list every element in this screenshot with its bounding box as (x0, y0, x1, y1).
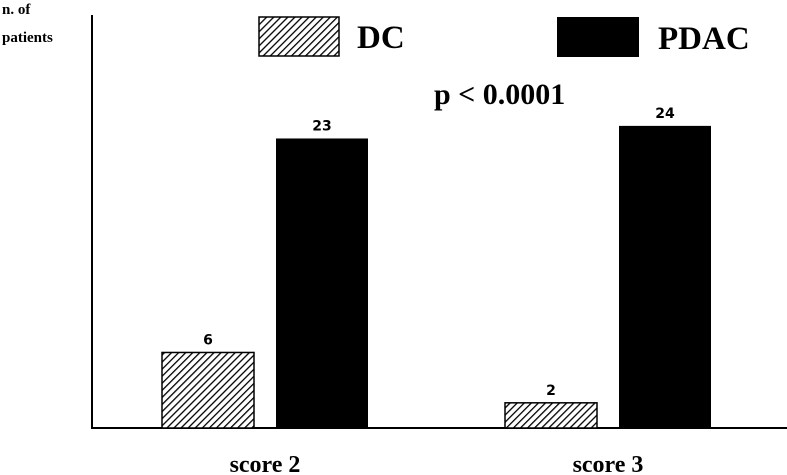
y-axis-label-line1: n. of (2, 2, 31, 18)
bar-pdac-score-3 (619, 125, 711, 428)
p-value-annotation: p < 0.0001 (434, 78, 565, 111)
legend-label-pdac: PDAC (658, 21, 750, 57)
y-axis-label-line2: patients (2, 30, 53, 46)
legend-swatch-dc (258, 16, 340, 57)
category-labels-group: score 2 score 3 (230, 452, 644, 475)
legend-swatch-pdac (557, 17, 639, 57)
legend-label-dc: DC (357, 20, 405, 56)
data-label-dc-score-2: 6 (203, 332, 213, 348)
data-label-pdac-score-3: 24 (655, 106, 675, 122)
bar-dc-score-3 (504, 402, 598, 429)
bar-pdac-score-2 (276, 138, 368, 428)
data-label-dc-score-3: 2 (546, 383, 556, 399)
bar-dc-score-2 (161, 351, 255, 429)
data-label-pdac-score-2: 23 (312, 118, 331, 134)
category-label-score-2: score 2 (230, 452, 301, 475)
category-label-score-3: score 3 (573, 452, 644, 475)
bars-group: 6 23 2 24 (161, 106, 711, 429)
